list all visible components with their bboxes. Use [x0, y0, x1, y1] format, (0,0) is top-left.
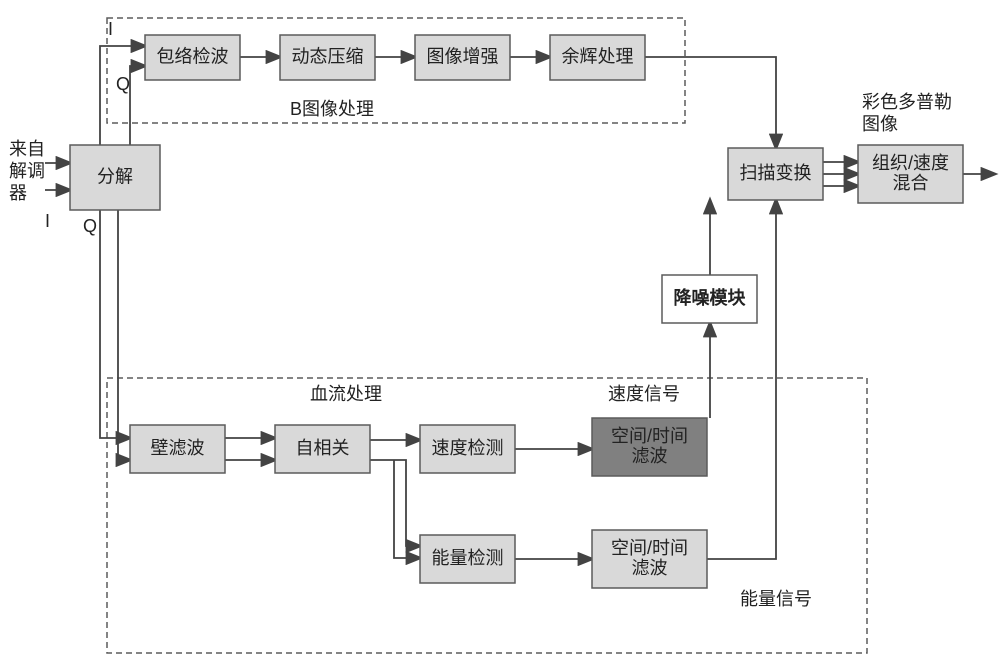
edge-dec_dn_I [100, 210, 130, 438]
label-vel_signal: 速度信号 [608, 384, 680, 404]
node-label-energydet: 能量检测 [432, 548, 504, 568]
node-label-dyncomp: 动态压缩 [292, 46, 364, 66]
node-label-veldet: 速度检测 [432, 438, 504, 458]
edge-ac_eng_bend [394, 460, 420, 558]
dashed-region-blood [107, 378, 867, 653]
label-eng_signal: 能量信号 [740, 589, 812, 609]
label-output: 彩色多普勒图像 [862, 92, 952, 134]
edge-dec_dn_Q [118, 210, 130, 460]
edge-st2_scan [707, 200, 776, 559]
node-label-envelope: 包络检波 [157, 46, 229, 66]
node-label-scanconv: 扫描变换 [740, 163, 812, 183]
label-I_left: I [45, 211, 50, 231]
edge-dec_up_Q [130, 66, 145, 145]
label-I_top: I [108, 19, 113, 39]
edge-aft_scan [645, 57, 776, 148]
node-label-wallfilter: 壁滤波 [151, 438, 205, 458]
node-label-afterglow: 余辉处理 [562, 46, 634, 66]
edge-ac_eng_bend2 [370, 460, 420, 546]
dashed-region-label-blood: 血流处理 [310, 384, 382, 404]
node-label-decompose: 分解 [97, 166, 133, 186]
node-label-autocorr: 自相关 [296, 438, 350, 458]
label-Q_top: Q [116, 74, 130, 94]
label-from_demod: 来自解调器 [9, 139, 45, 203]
label-Q_left: Q [83, 216, 97, 236]
dashed-region-label-b_image: B图像处理 [290, 99, 374, 119]
node-label-imgenh: 图像增强 [427, 46, 499, 66]
node-label-denoise: 降噪模块 [674, 287, 747, 308]
